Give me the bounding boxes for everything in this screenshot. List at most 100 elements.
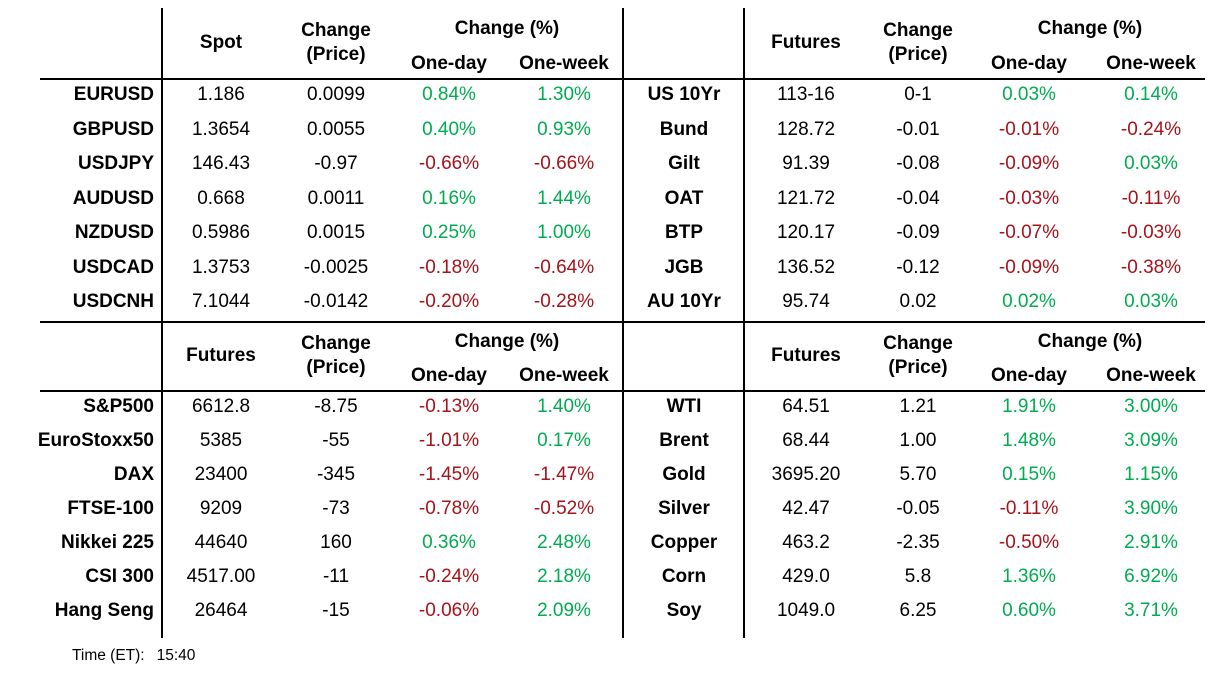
change-price-cell: -55	[322, 430, 350, 451]
value-cell: 0.5986	[191, 222, 251, 244]
one-week-pct-cell: 6.92%	[1124, 566, 1178, 587]
change-price-cell: -11	[322, 566, 350, 587]
change-price-cell: -0.0142	[303, 291, 369, 313]
instrument-label: Copper	[650, 532, 718, 553]
instrument-label: FTSE-100	[67, 498, 154, 519]
instrument-label: USDJPY	[77, 153, 154, 175]
change-price-cell: 0.0011	[307, 187, 365, 209]
change-price-cell: -0.12	[896, 256, 940, 278]
one-week-pct-cell: 1.44%	[537, 187, 591, 209]
column-header-one-day: One-day	[410, 365, 488, 386]
one-day-pct-cell: -0.07%	[998, 222, 1060, 244]
change-price-cell: -0.04	[896, 187, 940, 209]
one-day-pct-cell: 0.02%	[1002, 291, 1056, 313]
column-header-one-week: One-week	[519, 53, 609, 74]
instrument-label: Soy	[666, 600, 702, 621]
one-week-pct-cell: -0.11%	[1121, 187, 1181, 209]
change-price-cell: -0.0025	[303, 256, 369, 278]
column-header-change-pct: Change (%)	[1037, 18, 1143, 39]
instrument-label: US 10Yr	[647, 84, 721, 106]
instrument-label: JGB	[664, 256, 704, 278]
value-cell: 463.2	[782, 532, 830, 553]
one-week-pct-cell: 2.09%	[537, 600, 591, 621]
one-day-pct-cell: -0.18%	[418, 256, 480, 278]
change-price-cell: 0.0055	[306, 118, 366, 140]
one-day-pct-cell: 0.16%	[422, 187, 476, 209]
one-week-pct-cell: 1.30%	[537, 84, 591, 106]
one-week-pct-cell: -0.64%	[533, 256, 595, 278]
value-cell: 6612.8	[191, 396, 251, 417]
column-header-one-day: One-day	[990, 53, 1068, 74]
change-price-cell: 5.70	[899, 464, 937, 485]
change-price-line2: (Price)	[888, 44, 948, 65]
one-week-pct-cell: 1.15%	[1124, 464, 1178, 485]
one-week-pct-cell: -1.47%	[533, 464, 595, 485]
table-row: AU 10Yr 95.74 0.02 0.02% 0.03%	[624, 285, 1212, 320]
value-cell: 429.0	[782, 566, 830, 587]
one-week-pct-cell: -0.03%	[1120, 222, 1182, 244]
table-row: US 10Yr 113-16 0-1 0.03% 0.14%	[624, 78, 1212, 113]
change-price-cell: 5.8	[904, 566, 932, 587]
instrument-label: Brent	[659, 430, 709, 451]
instrument-label: USDCAD	[72, 256, 154, 278]
column-header-value: Futures	[186, 344, 256, 366]
one-day-pct-cell: 1.36%	[1002, 566, 1056, 587]
instrument-label: USDCNH	[72, 291, 154, 313]
instrument-label: EURUSD	[73, 84, 154, 106]
one-week-pct-cell: -0.28%	[533, 291, 595, 313]
equity-futures-table: Futures Change (Price) Change (%) One-day One…	[0, 321, 622, 628]
change-price-line1: Change	[301, 20, 371, 42]
one-day-pct-cell: -0.78%	[418, 498, 480, 519]
value-cell: 9209	[199, 498, 243, 519]
change-price-cell: 160	[320, 532, 352, 553]
instrument-label: WTI	[666, 396, 702, 417]
one-week-pct-cell: -0.38%	[1120, 256, 1182, 278]
change-price-cell: -73	[322, 498, 350, 519]
rates-futures-rows: US 10Yr 113-16 0-1 0.03% 0.14% Bund 128.72 -0.0…	[624, 78, 1212, 320]
change-price-cell: -0.05	[896, 498, 940, 519]
instrument-label: Nikkei 225	[61, 532, 154, 553]
table-row: GBPUSD 1.3654 0.0055 0.40% 0.93%	[0, 113, 622, 148]
one-day-pct-cell: 0.03%	[1002, 84, 1056, 106]
change-price-cell: -0.08	[896, 153, 940, 175]
column-header-change-price: Change (Price)	[280, 8, 392, 78]
table-row: USDCAD 1.3753 -0.0025 -0.18% -0.64%	[0, 251, 622, 286]
one-week-pct-cell: 0.14%	[1124, 84, 1178, 106]
table-row: DAX 23400 -345 -1.45% -1.47%	[0, 458, 622, 492]
commodity-futures-header: Futures Change (Price) Change (%) One-day One…	[624, 321, 1212, 390]
one-day-pct-cell: -0.50%	[998, 532, 1060, 553]
change-price-cell: -0.01	[896, 118, 940, 140]
divider-mid	[40, 321, 1205, 323]
one-day-pct-cell: 0.25%	[422, 222, 476, 244]
one-week-pct-cell: 0.03%	[1124, 291, 1178, 313]
table-row: NZDUSD 0.5986 0.0015 0.25% 1.00%	[0, 216, 622, 251]
value-cell: 120.17	[776, 222, 836, 244]
value-cell: 4517.00	[186, 566, 256, 587]
one-day-pct-cell: -1.01%	[418, 430, 480, 451]
one-day-pct-cell: -0.09%	[998, 256, 1060, 278]
change-price-line2: (Price)	[888, 356, 948, 378]
change-price-cell: -345	[316, 464, 356, 485]
change-price-line2: (Price)	[306, 356, 366, 378]
change-price-cell: -8.75	[314, 396, 358, 417]
column-header-value: Futures	[771, 344, 841, 366]
change-price-cell: 1.21	[899, 396, 937, 417]
table-row: Copper 463.2 -2.35 -0.50% 2.91%	[624, 526, 1212, 560]
table-row: BTP 120.17 -0.09 -0.07% -0.03%	[624, 216, 1212, 251]
value-cell: 121.72	[776, 187, 836, 209]
one-day-pct-cell: -0.20%	[418, 291, 480, 313]
one-day-pct-cell: -0.24%	[418, 566, 480, 587]
divider-vertical-right	[743, 8, 745, 638]
one-week-pct-cell: 2.18%	[537, 566, 591, 587]
change-price-cell: 0.0099	[306, 84, 366, 106]
one-week-pct-cell: -0.24%	[1120, 118, 1182, 140]
instrument-label: AU 10Yr	[647, 291, 721, 313]
column-header-one-week: One-week	[519, 365, 609, 386]
value-cell: 44640	[194, 532, 248, 553]
value-cell: 136.52	[776, 256, 836, 278]
value-cell: 128.72	[776, 118, 836, 140]
value-cell: 23400	[194, 464, 248, 485]
one-day-pct-cell: -1.45%	[418, 464, 480, 485]
one-day-pct-cell: -0.11%	[999, 498, 1059, 519]
